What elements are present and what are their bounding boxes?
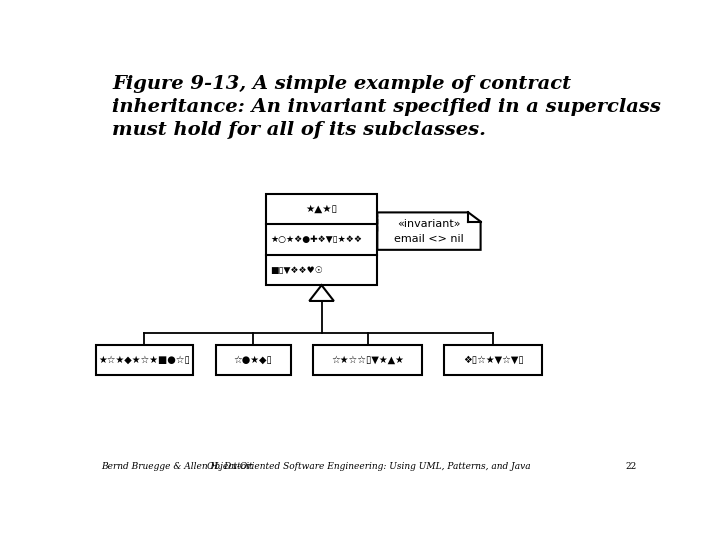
Text: Figure 9-13, A simple example of contract: Figure 9-13, A simple example of contrac…	[112, 75, 572, 93]
Text: ☆●★◆▯: ☆●★◆▯	[234, 355, 273, 365]
Bar	[266, 194, 377, 285]
Text: must hold for all of its subclasses.: must hold for all of its subclasses.	[112, 121, 486, 139]
Text: inheritance: An invariant specified in a superclass: inheritance: An invariant specified in a…	[112, 98, 661, 116]
Bar	[313, 345, 422, 375]
Text: ❖▯☆★▼☆▼▯: ❖▯☆★▼☆▼▯	[463, 355, 523, 365]
Text: email <> nil: email <> nil	[394, 234, 464, 245]
Bar	[444, 345, 542, 375]
Text: ■▯▼❖❖♥☉: ■▯▼❖❖♥☉	[270, 266, 323, 274]
Polygon shape	[377, 212, 481, 250]
Bar	[215, 345, 291, 375]
Text: ★▲★▯: ★▲★▯	[305, 204, 338, 214]
Polygon shape	[310, 285, 334, 301]
Text: «invariant»: «invariant»	[397, 219, 461, 230]
Text: Object-Oriented Software Engineering: Using UML, Patterns, and Java: Object-Oriented Software Engineering: Us…	[207, 462, 531, 471]
Text: ☆★☆☆▯▼★▲★: ☆★☆☆▯▼★▲★	[331, 355, 404, 365]
Bar	[96, 345, 193, 375]
Text: ★☆★◆★☆★■●☆▯: ★☆★◆★☆★■●☆▯	[99, 355, 190, 365]
Text: Bernd Bruegge & Allen H. Dutoit: Bernd Bruegge & Allen H. Dutoit	[101, 462, 253, 471]
Text: 22: 22	[626, 462, 637, 471]
Text: ★○★❖●✚❖▼▯★❖❖: ★○★❖●✚❖▼▯★❖❖	[270, 235, 362, 244]
